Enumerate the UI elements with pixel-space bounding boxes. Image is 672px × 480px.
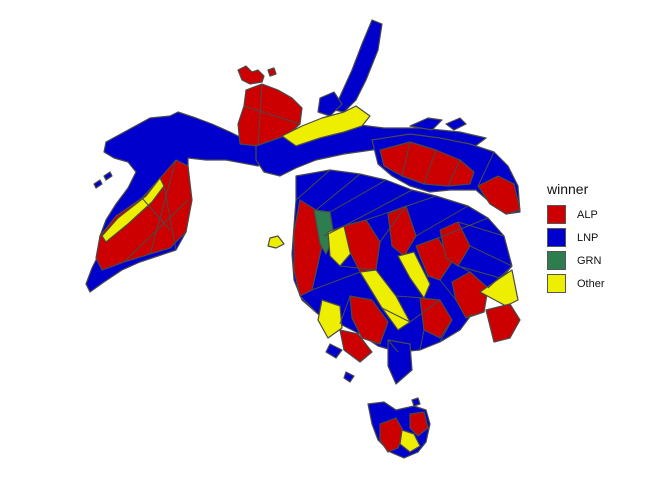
- region-south-bit-1: [325, 343, 343, 359]
- legend-item-lnp: LNP: [547, 226, 657, 249]
- legend-label-other: Other: [577, 277, 605, 290]
- legend-item-other: Other: [547, 272, 657, 295]
- region-west-strip-2: [93, 179, 103, 189]
- region-qld-coast-lnp-2: [445, 117, 467, 131]
- region-se-other-5: [317, 299, 343, 339]
- legend-label-lnp: LNP: [577, 231, 599, 244]
- legend-key-lnp: [547, 228, 566, 247]
- legend: winner ALP LNP GRN Other: [547, 181, 657, 295]
- region-cape-lnp: [333, 19, 383, 113]
- region-se-alp-8: [419, 297, 453, 339]
- legend-label-grn: GRN: [577, 254, 602, 267]
- region-west-other: [101, 177, 165, 243]
- region-west-strip: [103, 171, 113, 181]
- region-tas-other: [399, 429, 421, 453]
- region-south-bit-2: [343, 371, 355, 383]
- region-se-alp-7: [485, 303, 521, 343]
- region-se-alp-10: [339, 329, 373, 363]
- region-tas-alp-2: [409, 411, 429, 437]
- legend-item-grn: GRN: [547, 249, 657, 272]
- region-se-other-3: [397, 251, 431, 299]
- region-east-alp-1: [379, 141, 475, 187]
- region-cape-lnp-2: [317, 91, 343, 117]
- legend-title: winner: [547, 181, 589, 197]
- region-island-other: [267, 235, 285, 249]
- region-central-other: [281, 105, 371, 147]
- region-tas-bit: [411, 397, 421, 407]
- legend-label-alp: ALP: [577, 208, 598, 221]
- region-tas-alp: [379, 417, 405, 453]
- region-north-alp-islands: [237, 65, 265, 85]
- legend-key-grn: [547, 251, 566, 270]
- region-se-alp-4: [415, 237, 453, 281]
- region-qld-coast-lnp: [409, 117, 443, 131]
- legend-key-other: [547, 274, 566, 293]
- region-se-lnp-tail: [387, 339, 413, 385]
- legend-key-alp: [547, 205, 566, 224]
- region-north-alp-island2: [267, 67, 277, 77]
- legend-item-alp: ALP: [547, 203, 657, 226]
- region-se-alp-5: [439, 221, 471, 267]
- region-east-alp-2: [477, 175, 521, 215]
